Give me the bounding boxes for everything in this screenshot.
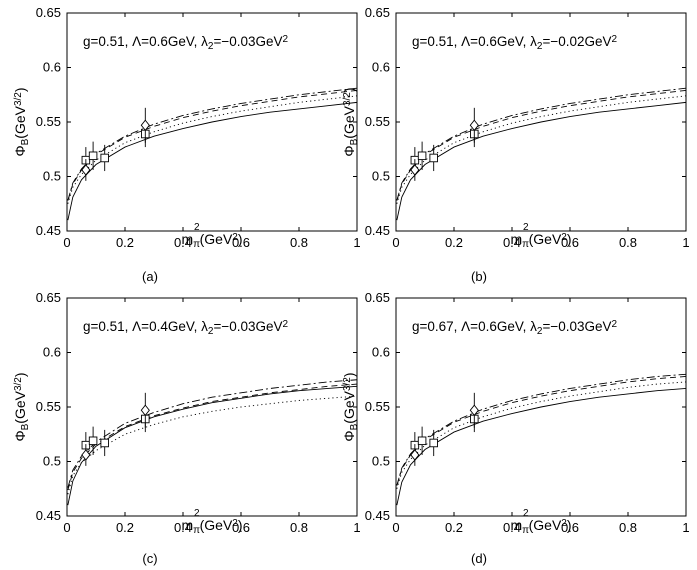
- x-tick-label: 0: [63, 235, 70, 250]
- x-tick-label: 0.6: [561, 520, 579, 535]
- x-axis-label: mπ2(GeV2): [510, 222, 571, 250]
- y-axis-label: ΦB(GeV3/2): [12, 372, 31, 441]
- x-tick-label: 0.4: [503, 520, 521, 535]
- square-data-point: [100, 438, 109, 448]
- series-line-dashed: [67, 383, 357, 490]
- y-axis-label: ΦB(GeV3/2): [12, 87, 31, 156]
- x-tick-label: 1: [682, 235, 689, 250]
- y-tick-label: 0.6: [43, 60, 61, 75]
- x-tick-label: 0.8: [619, 235, 637, 250]
- x-axis-label: mπ2(GeV2): [510, 508, 571, 536]
- x-tick-label: 0.8: [290, 235, 308, 250]
- chart-panel: 0 0.2 0.4 0.6 0.8 1 0.45 0.5 0.55 0.6 0.65 g=0.51, …: [12, 290, 361, 566]
- y-tick-label: 0.5: [372, 454, 390, 469]
- chart-panel: 0 0.2 0.4 0.6 0.8 1 0.45 0.5 0.55 0.6 0.65 g=0.51, …: [12, 5, 361, 284]
- square-data-point: [417, 436, 427, 446]
- series-line-dashdot: [67, 379, 357, 488]
- x-tick-label: 0.4: [174, 520, 192, 535]
- parameter-annotation: g=0.51, Λ=0.6GeV, λ2=−0.03GeV2: [83, 34, 289, 52]
- x-axis-label: mπ2(GeV2): [181, 508, 242, 536]
- series-line-dashdot: [396, 87, 686, 201]
- parameter-annotation: g=0.51, Λ=0.4GeV, λ2=−0.03GeV2: [83, 319, 289, 337]
- chart-panel: 0 0.2 0.4 0.6 0.8 1 0.45 0.5 0.55 0.6 0.65 g=0.67, …: [341, 290, 690, 566]
- y-tick-label: 0.45: [365, 508, 390, 523]
- y-tick-label: 0.65: [36, 5, 61, 20]
- x-tick-label: 0.8: [619, 520, 637, 535]
- y-tick-label: 0.65: [365, 5, 390, 20]
- y-tick-label: 0.65: [365, 290, 390, 305]
- x-tick-label: 0.6: [232, 520, 250, 535]
- diamond-data-point: [469, 119, 479, 131]
- x-tick-label: 0.2: [116, 520, 134, 535]
- x-tick-label: 0.2: [445, 235, 463, 250]
- y-tick-label: 0.6: [43, 345, 61, 360]
- square-data-point: [88, 151, 98, 161]
- x-tick-label: 0.8: [290, 520, 308, 535]
- y-tick-label: 0.55: [365, 399, 390, 414]
- parameter-annotation: g=0.51, Λ=0.6GeV, λ2=−0.02GeV2: [412, 34, 618, 52]
- diamond-data-point: [81, 449, 91, 461]
- y-tick-label: 0.55: [365, 114, 390, 129]
- x-tick-label: 0.4: [174, 235, 192, 250]
- x-axis-label: mπ2(GeV2): [181, 222, 242, 250]
- series-line-dashed: [396, 376, 686, 486]
- x-tick-label: 0.2: [445, 520, 463, 535]
- series-line-solid: [67, 101, 357, 221]
- series-line-dotted: [67, 395, 357, 495]
- diamond-data-point: [410, 449, 420, 461]
- square-data-point: [429, 438, 438, 448]
- square-data-point: [100, 153, 109, 163]
- x-tick-label: 0: [63, 520, 70, 535]
- x-tick-label: 0.6: [232, 235, 250, 250]
- y-tick-label: 0.45: [36, 223, 61, 238]
- y-tick-label: 0.5: [372, 169, 390, 184]
- y-tick-label: 0.5: [43, 169, 61, 184]
- panel-label: (b): [471, 269, 487, 284]
- square-data-point: [429, 153, 438, 163]
- y-tick-label: 0.5: [43, 454, 61, 469]
- y-tick-label: 0.45: [365, 223, 390, 238]
- diamond-data-point: [140, 119, 150, 131]
- chart-panel: 0 0.2 0.4 0.6 0.8 1 0.45 0.5 0.55 0.6 0.65 g=0.51, …: [341, 5, 690, 284]
- diamond-data-point: [410, 164, 420, 176]
- diamond-data-point: [81, 164, 91, 176]
- square-data-point: [88, 436, 98, 446]
- x-tick-label: 0: [392, 235, 399, 250]
- x-tick-label: 0: [392, 520, 399, 535]
- y-tick-label: 0.45: [36, 508, 61, 523]
- y-tick-label: 0.65: [36, 290, 61, 305]
- y-axis-label: ΦB(GeV3/2): [341, 372, 360, 441]
- series-line-dashdot: [396, 373, 686, 486]
- x-tick-label: 1: [353, 235, 360, 250]
- y-tick-label: 0.55: [36, 399, 61, 414]
- series-line-dotted: [67, 95, 357, 204]
- series-line-solid: [396, 388, 686, 506]
- panel-label: (d): [471, 551, 487, 566]
- y-axis-label: ΦB(GeV3/2): [341, 87, 360, 156]
- panel-label: (a): [142, 269, 158, 284]
- series-line-dotted: [396, 381, 686, 489]
- series-line-dashdot: [67, 87, 357, 201]
- x-tick-label: 1: [682, 520, 689, 535]
- square-data-point: [417, 151, 427, 161]
- x-tick-label: 0.2: [116, 235, 134, 250]
- diamond-data-point: [140, 404, 150, 416]
- diamond-data-point: [469, 404, 479, 416]
- series-line-solid: [67, 385, 357, 506]
- x-tick-label: 0.6: [561, 235, 579, 250]
- series-line-solid: [396, 101, 686, 221]
- series-line-dotted: [396, 95, 686, 204]
- y-tick-label: 0.6: [372, 345, 390, 360]
- y-tick-label: 0.6: [372, 60, 390, 75]
- y-tick-label: 0.55: [36, 114, 61, 129]
- panel-label: (c): [142, 551, 157, 566]
- parameter-annotation: g=0.67, Λ=0.6GeV, λ2=−0.03GeV2: [412, 319, 618, 337]
- x-tick-label: 1: [353, 520, 360, 535]
- x-tick-label: 0.4: [503, 235, 521, 250]
